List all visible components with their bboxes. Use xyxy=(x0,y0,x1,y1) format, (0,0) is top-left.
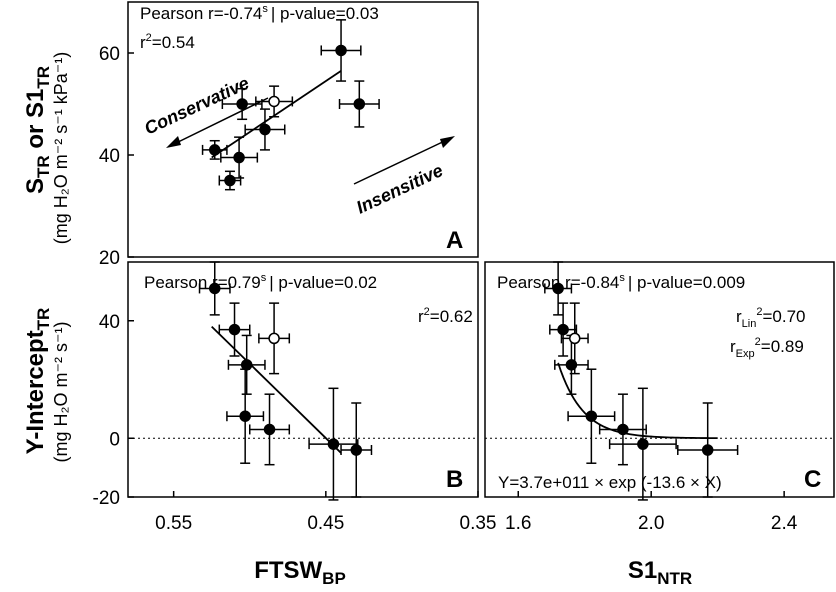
panel-a-point-5 xyxy=(244,108,286,151)
panel-c-rlin: rLin2=0.70 xyxy=(736,306,806,330)
panel-a-point-1 xyxy=(218,170,242,191)
panel-b-xtick-label-1: 0.45 xyxy=(307,513,344,534)
panel-b: Pearson r=0.79s | p-value=0.02 r2=0.62 -2… xyxy=(22,261,496,588)
panel-c-marker-7 xyxy=(701,444,714,456)
panel-a-marker-5 xyxy=(259,123,271,136)
panel-b-marker-0 xyxy=(208,282,221,295)
panel-a-ytick-label-1: 40 xyxy=(99,146,120,167)
panel-c-point-7 xyxy=(677,402,739,498)
panel-c-point-2 xyxy=(554,334,589,395)
conservative-label: Conservative xyxy=(141,73,252,139)
panel-c: Pearson r=-0.84s | p-value=0.009 rLin2=0.… xyxy=(484,261,835,588)
panel-b-point-0 xyxy=(198,261,231,316)
panel-b-point-6 xyxy=(308,387,359,501)
panel-c-marks xyxy=(485,261,834,501)
panel-a-marker-1 xyxy=(224,174,236,187)
panel-b-letter: B xyxy=(446,466,463,493)
panel-b-point-1 xyxy=(218,302,251,357)
panel-a-y-ticks: 20 40 60 xyxy=(99,44,134,269)
panel-b-frame xyxy=(127,261,479,498)
panel-b-point-5 xyxy=(248,393,291,466)
panel-c-rexp: rExp2=0.89 xyxy=(730,336,804,360)
panel-b-marker-1 xyxy=(228,323,241,336)
panel-b-marker-3 xyxy=(239,410,251,422)
panel-c-marker-5 xyxy=(617,423,629,436)
panel-b-marker-7 xyxy=(350,444,363,456)
panel-c-marker-1 xyxy=(557,323,569,336)
panel-a-ytick-label-0: 20 xyxy=(99,248,120,269)
panel-a-point-7 xyxy=(338,80,380,128)
panel-a-ylabel-main: STR or S1TR xyxy=(22,66,53,194)
panel-c-frame xyxy=(484,261,835,498)
panel-c-marker-2 xyxy=(565,359,578,371)
panel-c-xtick-label-2: 2.4 xyxy=(771,513,798,534)
panel-b-ylabel-units: (mg H₂O m⁻² s⁻¹) xyxy=(51,322,71,463)
panel-b-marker-5 xyxy=(263,423,276,436)
panel-c-point-3 xyxy=(567,368,616,464)
panel-c-marker-6 xyxy=(637,438,649,450)
panel-c-exp-fit xyxy=(557,362,718,440)
panel-c-xtick-label-0: 1.6 xyxy=(505,513,531,534)
panel-b-ylabel-main: Y-InterceptTR xyxy=(22,308,53,455)
panel-b-point-4 xyxy=(258,302,291,375)
panel-a-marker-3 xyxy=(236,98,248,110)
panel-a-point-2 xyxy=(220,136,259,179)
panel-a-marker-2 xyxy=(233,151,245,164)
panel-b-xtick-label-2: 0.35 xyxy=(460,513,497,534)
panel-a: Pearson r=-0.74s | p-value=0.03 r2=0.54 2… xyxy=(22,1,479,269)
panel-c-point-4 xyxy=(560,302,589,375)
panel-b-point-3 xyxy=(226,368,265,464)
panel-b-fit-line xyxy=(211,325,342,454)
panel-a-ytick-label-2: 60 xyxy=(99,44,120,65)
panel-c-pearson: Pearson r=-0.84s | p-value=0.009 xyxy=(497,272,745,292)
panel-c-equation: Y=3.7e+011 × exp (-13.6 × X) xyxy=(498,473,722,492)
panel-c-point-1 xyxy=(549,302,578,357)
insensitive-arrow xyxy=(353,136,455,185)
panel-a-letter: A xyxy=(446,227,463,254)
panel-c-point-5 xyxy=(598,393,647,466)
panel-c-marker-3 xyxy=(585,410,598,422)
panel-b-r2: r2=0.62 xyxy=(418,306,473,326)
panel-b-xtick-label-0: 0.55 xyxy=(155,513,192,534)
panel-c-point-6 xyxy=(608,387,677,501)
insensitive-label: Insensitive xyxy=(353,160,446,217)
panel-b-x-ticks: 0.55 0.45 0.35 xyxy=(155,491,496,534)
panel-a-ylabel-units: (mg H₂O m⁻² s⁻¹ kPa⁻¹) xyxy=(51,52,71,244)
panel-b-point-7 xyxy=(340,402,373,498)
panel-a-marker-7 xyxy=(353,98,366,110)
panel-a-marker-0 xyxy=(208,144,221,156)
panel-b-ytick-label-2: 40 xyxy=(99,312,120,333)
panel-b-marker-4 xyxy=(268,332,280,345)
conservative-arrow xyxy=(166,97,269,148)
panel-c-xlabel: S1NTR xyxy=(628,557,692,588)
panel-a-r2: r2=0.54 xyxy=(140,32,195,52)
panel-a-marker-4 xyxy=(268,95,280,108)
panel-a-marker-6 xyxy=(335,44,347,57)
panel-a-pearson: Pearson r=-0.74s | p-value=0.03 xyxy=(140,3,379,23)
panel-c-marker-0 xyxy=(552,282,564,295)
panel-c-marker-4 xyxy=(568,332,581,345)
panel-b-ytick-label-0: -20 xyxy=(93,488,120,509)
panel-b-marker-6 xyxy=(327,438,340,450)
panel-b-xlabel: FTSWBP xyxy=(254,557,346,588)
panel-c-point-0 xyxy=(544,261,573,316)
panel-b-marks xyxy=(128,261,478,501)
panel-c-xtick-label-1: 2.0 xyxy=(638,513,664,534)
panel-a-point-0 xyxy=(201,139,228,160)
panel-b-y-ticks: -20 0 40 xyxy=(93,312,134,509)
panel-b-pearson: Pearson r=0.79s | p-value=0.02 xyxy=(144,272,377,292)
panel-b-ytick-label-1: 0 xyxy=(109,429,120,450)
panel-a-fit-line xyxy=(211,70,342,159)
panel-a-point-6 xyxy=(320,19,362,82)
panel-b-marker-2 xyxy=(240,359,253,371)
panel-a-point-3 xyxy=(221,87,263,121)
panel-c-letter: C xyxy=(804,466,821,493)
panel-c-x-ticks: 1.6 2.0 2.4 xyxy=(505,491,798,534)
panel-a-frame xyxy=(127,1,479,258)
panel-a-marks xyxy=(201,19,380,191)
